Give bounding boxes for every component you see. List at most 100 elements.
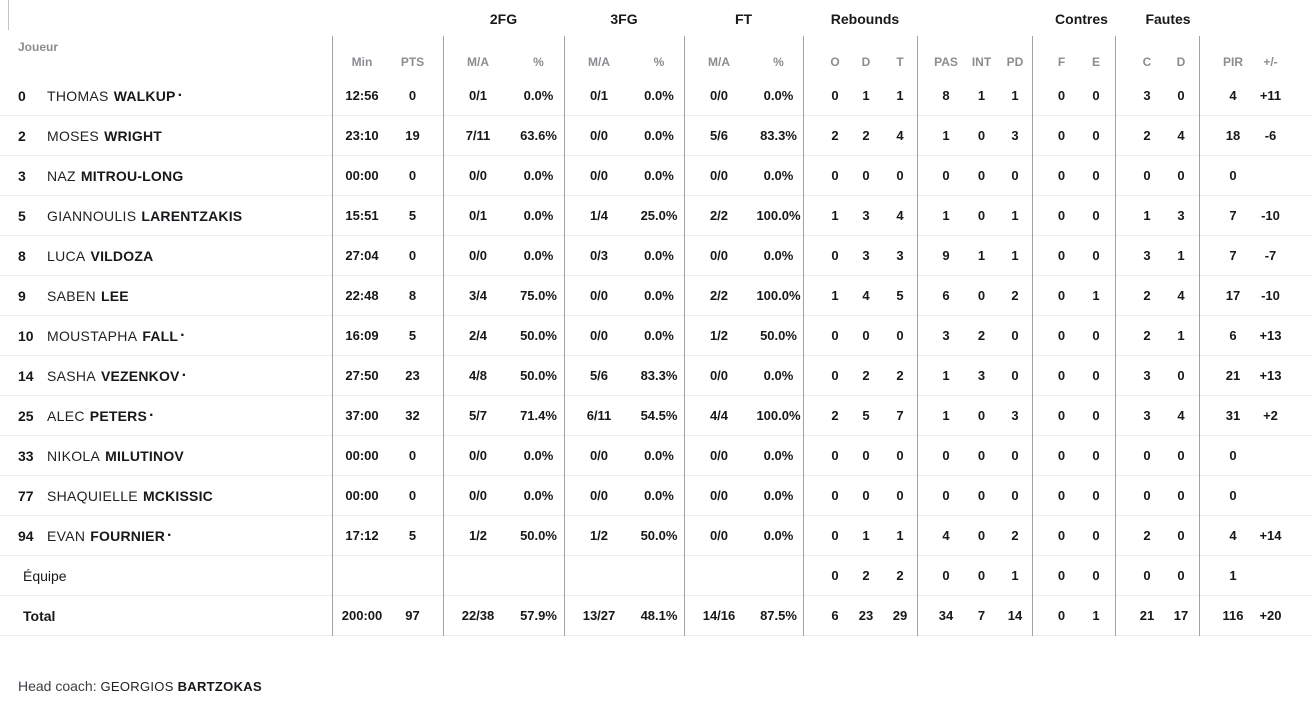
stat-cell-ft-ma: 2/2 (709, 208, 729, 223)
stat-cell-pd: 1 (1011, 248, 1019, 263)
player-number: 8 (18, 247, 26, 264)
stat-cell-reb-def: 2 (862, 128, 870, 143)
column-header-blocks-against: E (1091, 55, 1100, 69)
player-row[interactable]: 14 SASHA VEZENKOV · 27:50 23 4/8 50.0% 5… (0, 356, 1312, 396)
stat-cell-ft-ma: 0/0 (709, 88, 729, 103)
player-last-name: FALL (142, 327, 179, 344)
stat-cell-pas: 0 (942, 448, 950, 463)
head-coach-label: Head coach: (18, 678, 101, 694)
stat-cell-blocks-for: 0 (1057, 288, 1066, 303)
player-name-cell: 25 ALEC PETERS · (18, 406, 155, 424)
column-header-joueur: Joueur (18, 40, 59, 54)
column-header-3fg-ma: M/A (588, 55, 610, 69)
player-row[interactable]: 2 MOSES WRIGHT 23:10 19 7/11 63.6% 0/0 0… (0, 116, 1312, 156)
head-coach-line: Head coach: GEORGIOS BARTZOKAS (18, 678, 262, 694)
stat-cell-pts: 5 (408, 528, 417, 543)
column-divider (1032, 36, 1033, 636)
stat-cell-int: 0 (977, 288, 986, 303)
stat-cell-3fg-pct: 0.0% (644, 288, 674, 303)
stat-cell-reb-def: 4 (862, 288, 870, 303)
stat-cell-reb-def: 0 (862, 448, 870, 463)
player-row[interactable]: 10 MOUSTAPHA FALL · 16:09 5 2/4 50.0% 0/… (0, 316, 1312, 356)
stat-cell-blocks-against: 0 (1092, 528, 1100, 543)
stat-cell-3fg-ma: 0/3 (589, 248, 609, 263)
stat-cell-2fg-ma: 4/8 (468, 368, 488, 383)
stat-cell-2fg-ma: 0/0 (468, 248, 488, 263)
stat-cell-reb-tot: 2 (896, 368, 904, 383)
stat-cell-3fg-pct: 0.0% (644, 328, 674, 343)
stat-cell-reb-tot: 7 (896, 408, 904, 423)
stat-cell-3fg-ma: 1/2 (589, 528, 609, 543)
stat-cell-int: 0 (977, 168, 986, 183)
player-row[interactable]: 94 EVAN FOURNIER · 17:12 5 1/2 50.0% 1/2… (0, 516, 1312, 556)
stat-cell-3fg-ma: 13/27 (582, 608, 616, 623)
player-row[interactable]: 9 SABEN LEE 22:48 8 3/4 75.0% 0/0 0.0% 2… (0, 276, 1312, 316)
stat-cell-2fg-pct: 0.0% (523, 208, 554, 223)
total-row: Total 200:00 97 22/38 57.9% 13/27 48.1% … (0, 596, 1312, 636)
stat-cell-min: 15:51 (345, 208, 379, 223)
player-row[interactable]: 25 ALEC PETERS · 37:00 32 5/7 71.4% 6/11… (0, 396, 1312, 436)
stat-cell-reb-tot: 29 (892, 608, 908, 623)
player-row[interactable]: 5 GIANNOULIS LARENTZAKIS 15:51 5 0/1 0.0… (0, 196, 1312, 236)
stat-cell-pd: 1 (1011, 568, 1019, 583)
stat-cell-fouls-drawn: 0 (1177, 448, 1185, 463)
stat-cell-reb-tot: 2 (896, 568, 904, 583)
player-row[interactable]: 77 SHAQUIELLE MCKISSIC 00:00 0 0/0 0.0% … (0, 476, 1312, 516)
stat-cell-reb-tot: 0 (896, 488, 904, 503)
stat-cell-pts: 0 (408, 488, 417, 503)
stat-cell-pas: 0 (942, 488, 950, 503)
stat-cell-pir: 17 (1225, 288, 1241, 303)
player-name-cell: 33 NIKOLA MILUTINOV (0, 448, 332, 464)
player-row[interactable]: 0 THOMAS WALKUP · 12:56 0 0/1 0.0% 0/1 0… (0, 76, 1312, 116)
player-name-cell: 5 GIANNOULIS LARENTZAKIS (0, 208, 332, 224)
column-header-fouls-committed: C (1142, 55, 1152, 69)
stat-cell-reb-tot: 0 (896, 448, 904, 463)
coach-last-name: BARTZOKAS (177, 679, 262, 694)
stat-cell-fouls-drawn: 0 (1177, 488, 1185, 503)
stat-cell-int: 0 (977, 528, 986, 543)
row-label: Équipe (23, 567, 67, 584)
stat-cell-pts: 5 (408, 208, 417, 223)
stat-cell-min: 37:00 (345, 408, 379, 423)
stat-cell-reb-off: 0 (831, 448, 839, 463)
stat-cell-ft-pct: 100.0% (756, 208, 801, 223)
stat-cell-plusminus: -7 (1264, 248, 1277, 263)
player-last-name: PETERS (89, 407, 147, 424)
stat-cell-fouls-committed: 2 (1143, 328, 1151, 343)
stat-cell-pd: 1 (1011, 208, 1019, 223)
stat-cell-fouls-committed: 0 (1143, 448, 1151, 463)
player-last-name: MILUTINOV (105, 447, 184, 464)
stat-cell-3fg-pct: 0.0% (644, 88, 674, 103)
player-last-name: VILDOZA (90, 247, 154, 264)
stat-cell-ft-pct: 0.0% (763, 448, 794, 463)
column-divider (684, 36, 685, 636)
stat-cell-pts: 0 (408, 168, 417, 183)
stat-cell-int: 0 (977, 208, 986, 223)
stat-cell-pd: 0 (1011, 448, 1019, 463)
player-name-cell: 14 SASHA VEZENKOV · (18, 366, 187, 384)
stat-cell-blocks-against: 0 (1092, 408, 1100, 423)
player-number: 14 (18, 367, 34, 384)
stat-cell-ft-pct: 87.5% (760, 608, 797, 623)
stat-cell-reb-off: 0 (831, 248, 839, 263)
column-header-pd: PD (1006, 55, 1024, 69)
player-row[interactable]: 3 NAZ MITROU-LONG 00:00 0 0/0 0.0% 0/0 0… (0, 156, 1312, 196)
stat-cell-pd: 14 (1007, 608, 1023, 623)
player-row[interactable]: 8 LUCA VILDOZA 27:04 0 0/0 0.0% 0/3 0.0%… (0, 236, 1312, 276)
stat-cell-pir: 4 (1229, 88, 1237, 103)
player-row[interactable]: 33 NIKOLA MILUTINOV 00:00 0 0/0 0.0% 0/0… (0, 436, 1312, 476)
stat-cell-plusminus: -10 (1261, 288, 1280, 303)
stat-cell-fouls-committed: 0 (1143, 568, 1151, 583)
player-first-name: MOUSTAPHA (47, 327, 138, 344)
stat-cell-3fg-ma: 0/0 (589, 168, 609, 183)
stat-cell-ft-ma: 14/16 (702, 608, 736, 623)
stat-cell-pd: 3 (1011, 408, 1019, 423)
player-first-name: THOMAS (47, 87, 109, 104)
stat-cell-fouls-committed: 2 (1143, 128, 1151, 143)
stat-cell-3fg-pct: 48.1% (640, 608, 678, 623)
column-header-pts: PTS (400, 55, 425, 69)
boxscore-table: 2FG 3FG FT Rebounds Contres Fautes Joueu… (0, 11, 1312, 636)
stat-cell-3fg-pct: 50.0% (640, 528, 678, 543)
stat-cell-reb-off: 0 (831, 88, 839, 103)
stat-cell-ft-pct: 0.0% (763, 488, 794, 503)
